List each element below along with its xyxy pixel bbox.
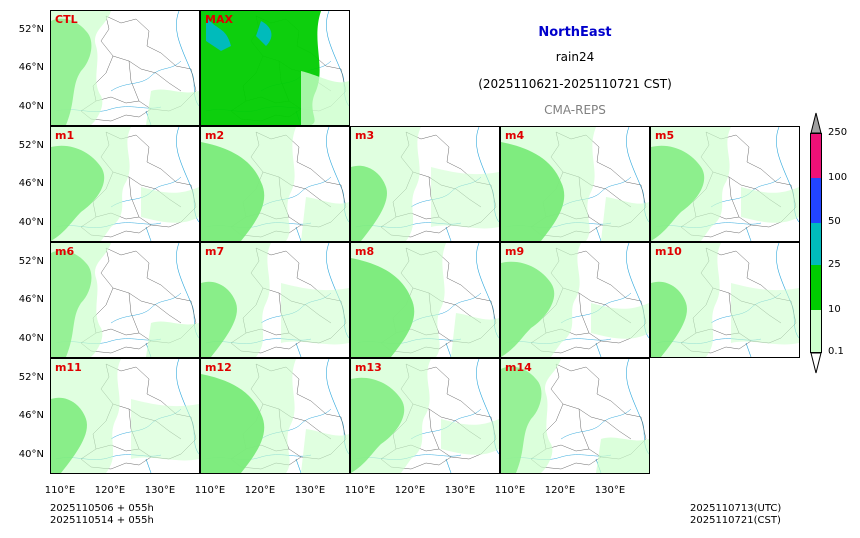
map-panel-m8: m8 (350, 242, 500, 358)
map-panel-m2: m2 (200, 126, 350, 242)
init-line-1: 2025110506 + 055h (50, 503, 154, 514)
panel-label: m11 (55, 361, 82, 374)
lon-tick: 110°E (194, 485, 226, 496)
valid-time: 2025110713(UTC) 2025110721(CST) (690, 503, 781, 527)
colorbar-segment-10-25 (810, 265, 822, 310)
panel-label: m1 (55, 129, 75, 142)
lat-tick: 40°N (18, 101, 44, 112)
panel-label: m14 (505, 361, 532, 374)
lat-tick: 46°N (18, 410, 44, 421)
panel-label: m3 (355, 129, 375, 142)
colorbar-label: 250 (828, 127, 848, 138)
colorbar-segment-25-50 (810, 223, 822, 265)
lon-tick: 120°E (394, 485, 426, 496)
colorbar-segment-100-250 (810, 133, 822, 178)
rainfall-map (201, 243, 349, 357)
colorbar-label: 10 (828, 304, 841, 315)
init-line-2: 2025110514 + 055h (50, 515, 154, 526)
rainfall-map (51, 243, 199, 357)
colorbar-top-arrow (810, 112, 822, 134)
lat-tick: 46°N (18, 62, 44, 73)
colorbar-label: 0.1 (828, 346, 844, 357)
lon-tick: 130°E (444, 485, 476, 496)
panel-label: m6 (55, 245, 75, 258)
rainfall-map (51, 11, 199, 125)
lon-tick: 130°E (594, 485, 626, 496)
map-panel-m14: m14 (500, 358, 650, 474)
region-title: NorthEast (538, 25, 612, 40)
lon-tick: 110°E (494, 485, 526, 496)
rainfall-map (351, 359, 499, 473)
valid-time-cst: 2025110721(CST) (690, 515, 781, 526)
colorbar-label: 50 (828, 216, 841, 227)
panel-label: m10 (655, 245, 682, 258)
map-panel-m11: m11 (50, 358, 200, 474)
colorbar-label: 100 (828, 172, 848, 183)
init-time: 2025110506 + 055h 2025110514 + 055h (50, 503, 154, 527)
rainfall-map (651, 127, 799, 241)
lat-tick: 40°N (18, 333, 44, 344)
lon-tick: 110°E (44, 485, 76, 496)
map-panel-m1: m1 (50, 126, 200, 242)
lat-tick: 40°N (18, 217, 44, 228)
rainfall-map (201, 11, 349, 125)
rainfall-map (201, 359, 349, 473)
panel-label: MAX (205, 13, 233, 26)
map-panel-m12: m12 (200, 358, 350, 474)
panel-label: m13 (355, 361, 382, 374)
rainfall-map (501, 359, 649, 473)
map-panel-m4: m4 (500, 126, 650, 242)
lat-tick: 46°N (18, 294, 44, 305)
map-panel-m5: m5 (650, 126, 800, 242)
panel-label: m12 (205, 361, 232, 374)
lat-tick: 52°N (18, 256, 44, 267)
rainfall-map (51, 127, 199, 241)
rainfall-map (351, 127, 499, 241)
colorbar-segment-50-100 (810, 178, 822, 223)
rainfall-map (651, 243, 799, 357)
map-panel-m6: m6 (50, 242, 200, 358)
lat-tick: 52°N (18, 140, 44, 151)
colorbar-bottom-arrow (810, 352, 822, 374)
variable-title: rain24 (555, 50, 595, 64)
lat-tick: 40°N (18, 449, 44, 460)
valid-time-utc: 2025110713(UTC) (690, 503, 782, 514)
lon-tick: 120°E (244, 485, 276, 496)
map-panel-max: MAX (200, 10, 350, 126)
map-panel-ctl: CTL (50, 10, 200, 126)
rainfall-map (201, 127, 349, 241)
lat-tick: 46°N (18, 178, 44, 189)
panel-label: m5 (655, 129, 675, 142)
period-title: (2025110621-2025110721 CST) (478, 77, 672, 91)
lat-tick: 52°N (18, 372, 44, 383)
panel-label: m2 (205, 129, 225, 142)
rainfall-map (501, 127, 649, 241)
panel-label: m4 (505, 129, 525, 142)
panel-label: CTL (55, 13, 78, 26)
lon-tick: 110°E (344, 485, 376, 496)
map-panel-m7: m7 (200, 242, 350, 358)
panel-label: m7 (205, 245, 225, 258)
rainfall-map (351, 243, 499, 357)
map-panel-m13: m13 (350, 358, 500, 474)
lon-tick: 130°E (144, 485, 176, 496)
panel-label: m8 (355, 245, 375, 258)
colorbar-label: 25 (828, 259, 841, 270)
panel-label: m9 (505, 245, 525, 258)
rainfall-map (51, 359, 199, 473)
lat-tick: 52°N (18, 24, 44, 35)
lon-tick: 130°E (294, 485, 326, 496)
model-title: CMA-REPS (544, 103, 606, 117)
colorbar-segment-0.1-10 (810, 310, 822, 353)
map-panel-m9: m9 (500, 242, 650, 358)
lon-tick: 120°E (544, 485, 576, 496)
map-panel-m3: m3 (350, 126, 500, 242)
rainfall-map (501, 243, 649, 357)
lon-tick: 120°E (94, 485, 126, 496)
map-panel-m10: m10 (650, 242, 800, 358)
